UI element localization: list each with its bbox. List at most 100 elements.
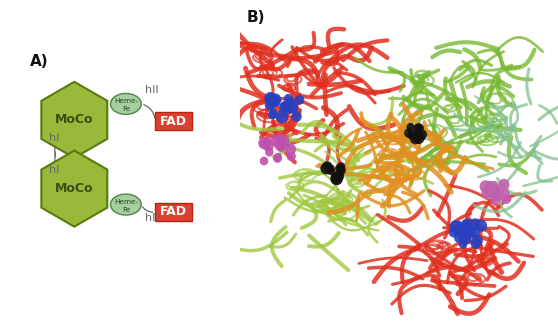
- Ellipse shape: [110, 194, 141, 215]
- Circle shape: [337, 166, 346, 175]
- Circle shape: [484, 185, 497, 198]
- Text: MoCo: MoCo: [55, 113, 94, 126]
- Circle shape: [470, 238, 481, 249]
- Circle shape: [276, 143, 285, 152]
- Circle shape: [404, 129, 413, 138]
- Circle shape: [492, 189, 501, 198]
- Circle shape: [278, 136, 290, 148]
- FancyBboxPatch shape: [155, 203, 192, 221]
- Circle shape: [273, 154, 282, 163]
- Circle shape: [330, 172, 343, 185]
- Circle shape: [416, 129, 427, 141]
- Circle shape: [280, 101, 290, 112]
- Circle shape: [482, 188, 492, 199]
- Circle shape: [288, 102, 299, 114]
- Circle shape: [492, 187, 503, 199]
- FancyBboxPatch shape: [155, 112, 192, 130]
- Text: A): A): [30, 54, 49, 69]
- Circle shape: [323, 161, 332, 171]
- Circle shape: [479, 180, 492, 193]
- Circle shape: [463, 218, 472, 228]
- Circle shape: [452, 225, 463, 236]
- Text: Heme-: Heme-: [114, 199, 138, 205]
- Circle shape: [472, 235, 483, 247]
- Circle shape: [275, 139, 286, 151]
- Text: Heme-: Heme-: [114, 99, 138, 105]
- Circle shape: [331, 171, 343, 184]
- Circle shape: [459, 232, 471, 245]
- Circle shape: [454, 232, 465, 243]
- Circle shape: [325, 164, 334, 173]
- Circle shape: [269, 95, 281, 107]
- Circle shape: [461, 219, 469, 227]
- Text: B): B): [246, 10, 265, 25]
- Circle shape: [262, 140, 270, 148]
- Circle shape: [462, 227, 470, 235]
- Circle shape: [462, 222, 473, 234]
- Circle shape: [270, 97, 278, 106]
- Circle shape: [475, 220, 487, 232]
- Circle shape: [415, 123, 424, 133]
- Circle shape: [455, 221, 464, 229]
- Circle shape: [413, 132, 425, 144]
- Circle shape: [260, 157, 268, 166]
- Circle shape: [459, 240, 467, 248]
- Circle shape: [270, 94, 281, 105]
- Circle shape: [291, 111, 302, 122]
- Circle shape: [287, 98, 296, 107]
- Circle shape: [336, 162, 345, 171]
- Text: MoCo: MoCo: [55, 182, 94, 195]
- Text: Fe: Fe: [122, 106, 130, 112]
- Text: FAD: FAD: [160, 205, 187, 218]
- Circle shape: [287, 152, 296, 161]
- Circle shape: [472, 228, 480, 237]
- Circle shape: [485, 181, 494, 190]
- Text: FAD: FAD: [160, 115, 187, 128]
- Circle shape: [334, 170, 344, 181]
- Ellipse shape: [110, 94, 141, 114]
- Circle shape: [410, 132, 422, 145]
- Text: hI: hI: [50, 133, 60, 143]
- Circle shape: [268, 111, 277, 120]
- Circle shape: [266, 93, 278, 107]
- Circle shape: [285, 144, 296, 155]
- Text: hI: hI: [50, 165, 60, 175]
- Circle shape: [276, 110, 288, 123]
- Circle shape: [263, 140, 274, 152]
- Circle shape: [295, 95, 304, 105]
- Circle shape: [258, 137, 270, 150]
- Text: hII: hII: [145, 85, 158, 95]
- Polygon shape: [41, 151, 107, 227]
- Circle shape: [281, 102, 291, 113]
- Circle shape: [487, 183, 497, 194]
- Circle shape: [483, 185, 492, 194]
- Circle shape: [320, 163, 332, 174]
- Circle shape: [326, 166, 335, 175]
- Circle shape: [276, 135, 286, 145]
- Circle shape: [265, 148, 273, 157]
- Circle shape: [413, 123, 424, 134]
- Circle shape: [262, 137, 271, 147]
- Circle shape: [335, 164, 344, 173]
- Circle shape: [285, 104, 294, 114]
- Circle shape: [450, 220, 462, 233]
- Circle shape: [264, 92, 277, 105]
- Circle shape: [273, 153, 282, 162]
- Circle shape: [464, 227, 475, 238]
- Circle shape: [490, 181, 498, 190]
- Circle shape: [407, 130, 417, 140]
- Circle shape: [269, 108, 277, 117]
- Circle shape: [489, 184, 499, 194]
- Circle shape: [499, 189, 510, 201]
- Circle shape: [283, 100, 294, 110]
- Circle shape: [406, 123, 415, 131]
- Circle shape: [502, 194, 511, 204]
- Circle shape: [261, 140, 270, 150]
- Circle shape: [469, 218, 480, 230]
- Circle shape: [284, 94, 293, 104]
- Text: Fe: Fe: [122, 207, 130, 213]
- Circle shape: [271, 134, 283, 147]
- Text: hII: hII: [145, 213, 158, 223]
- Circle shape: [490, 193, 501, 205]
- Polygon shape: [41, 82, 107, 158]
